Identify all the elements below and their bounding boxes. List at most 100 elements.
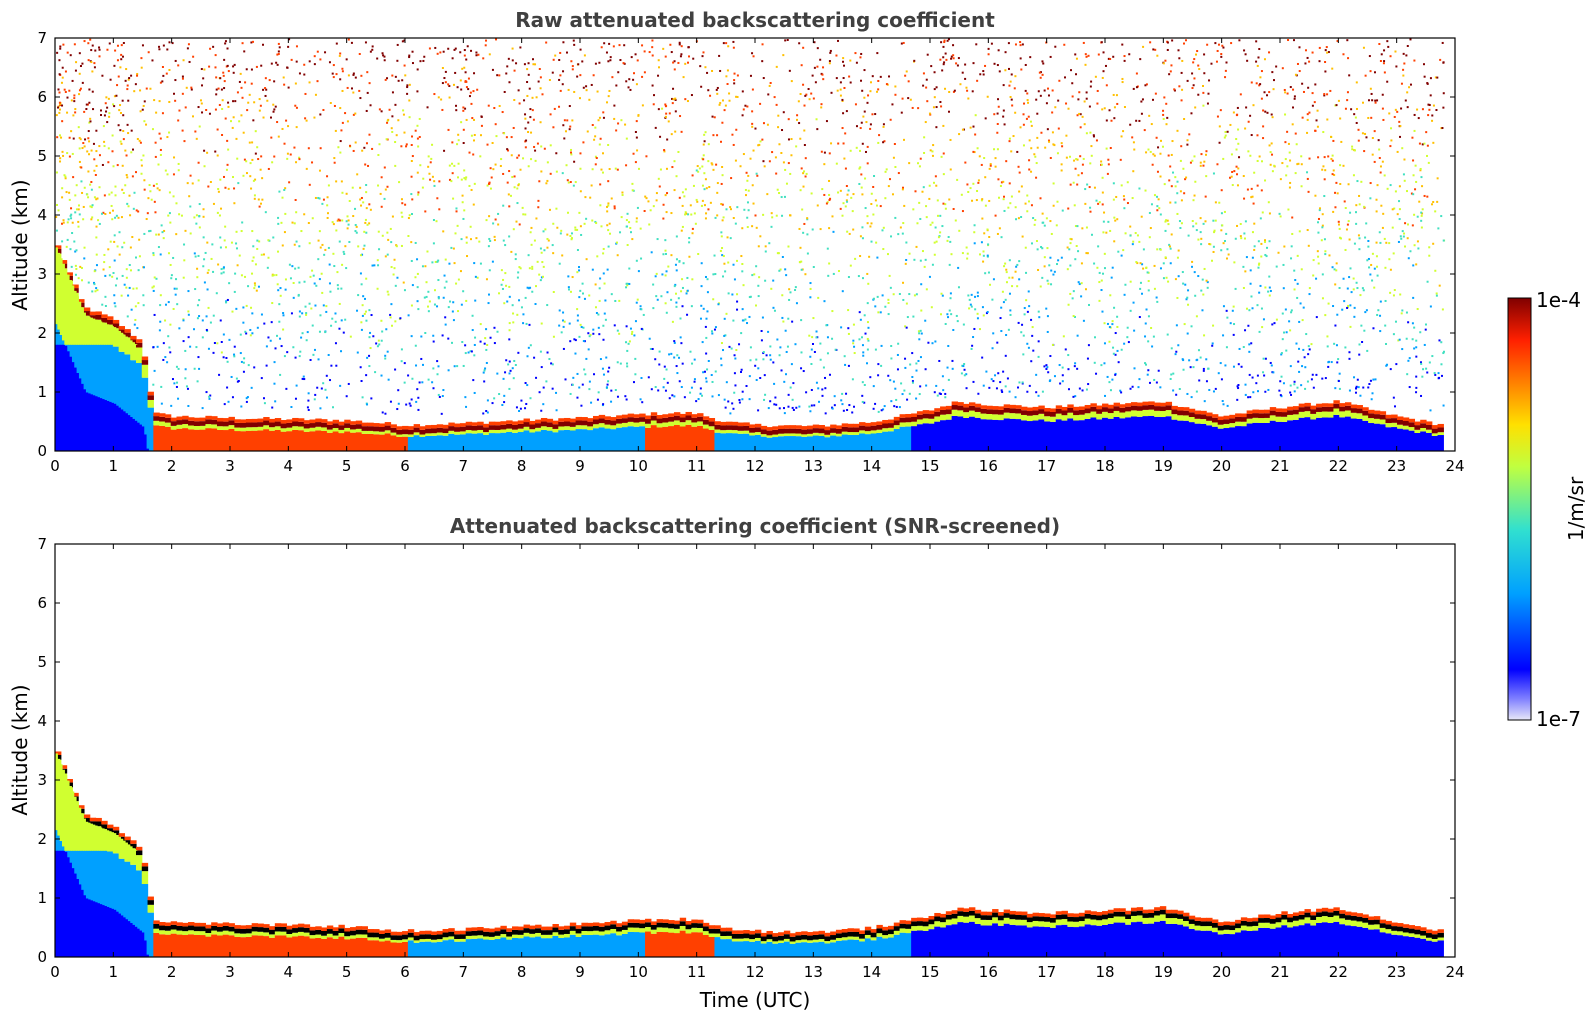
raw-noise-pixel bbox=[221, 99, 224, 102]
raw-bl-column bbox=[1136, 416, 1144, 451]
raw-noise-pixel bbox=[843, 157, 846, 160]
raw-noise-pixel bbox=[1127, 341, 1130, 344]
raw-bl-top-band bbox=[1067, 407, 1074, 413]
raw-noise-pixel bbox=[96, 289, 99, 292]
raw-noise-pixel bbox=[915, 293, 918, 296]
raw-noise-pixel bbox=[1432, 104, 1435, 107]
raw-bl-mid-band bbox=[1009, 413, 1016, 419]
raw-noise-pixel bbox=[1294, 132, 1297, 135]
raw-noise-pixel bbox=[455, 207, 458, 210]
raw-noise-pixel bbox=[240, 86, 243, 89]
raw-bl-edge bbox=[153, 412, 160, 417]
raw-noise-pixel bbox=[516, 276, 519, 279]
raw-noise-pixel bbox=[1011, 104, 1014, 107]
raw-bl-edge bbox=[893, 416, 901, 421]
raw-noise-pixel bbox=[721, 99, 724, 102]
raw-bl-column bbox=[702, 428, 710, 451]
raw-noise-pixel bbox=[962, 323, 965, 326]
raw-noise-pixel bbox=[347, 223, 350, 226]
raw-noise-pixel bbox=[634, 320, 637, 323]
raw-noise-pixel bbox=[224, 42, 227, 45]
raw-noise-pixel bbox=[776, 188, 779, 191]
raw-noise-pixel bbox=[337, 218, 340, 221]
raw-noise-pixel bbox=[125, 154, 128, 157]
raw-noise-pixel bbox=[368, 354, 371, 357]
raw-bl-edge bbox=[1281, 408, 1288, 413]
raw-noise-pixel bbox=[802, 83, 805, 86]
raw-noise-pixel bbox=[307, 222, 310, 225]
raw-bl-column bbox=[1078, 420, 1086, 451]
raw-noise-pixel bbox=[523, 63, 526, 66]
raw-bl-mid-band bbox=[1211, 422, 1219, 427]
raw-noise-pixel bbox=[879, 311, 882, 314]
raw-noise-pixel bbox=[68, 155, 71, 158]
raw-noise-pixel bbox=[339, 107, 342, 110]
raw-noise-pixel bbox=[1115, 195, 1118, 198]
raw-noise-pixel bbox=[1247, 150, 1250, 153]
raw-noise-pixel bbox=[1313, 101, 1316, 104]
raw-noise-pixel bbox=[810, 192, 813, 195]
raw-noise-pixel bbox=[855, 125, 858, 128]
raw-noise-pixel bbox=[746, 105, 749, 108]
raw-bl-top-band bbox=[540, 421, 548, 427]
raw-noise-pixel bbox=[540, 366, 543, 369]
raw-noise-pixel bbox=[1062, 335, 1065, 338]
raw-bl-edge bbox=[876, 421, 883, 425]
raw-bl-top-band bbox=[789, 428, 797, 434]
raw-noise-pixel bbox=[1399, 135, 1402, 138]
raw-noise-pixel bbox=[997, 178, 1000, 181]
raw-noise-pixel bbox=[580, 233, 583, 236]
raw-noise-pixel bbox=[1167, 280, 1170, 283]
raw-bl-column bbox=[153, 425, 160, 451]
raw-noise-pixel bbox=[414, 344, 417, 347]
raw-noise-pixel bbox=[1186, 332, 1189, 335]
raw-noise-pixel bbox=[91, 204, 94, 207]
raw-noise-pixel bbox=[824, 412, 827, 415]
raw-bl-top-band bbox=[78, 302, 85, 308]
raw-noise-pixel bbox=[955, 314, 958, 317]
raw-noise-pixel bbox=[1381, 160, 1384, 163]
raw-noise-pixel bbox=[249, 175, 252, 178]
raw-noise-pixel bbox=[1167, 154, 1170, 157]
raw-noise-pixel bbox=[1323, 156, 1326, 159]
raw-noise-pixel bbox=[1401, 348, 1404, 351]
raw-noise-pixel bbox=[1371, 99, 1374, 102]
raw-noise-pixel bbox=[421, 265, 424, 268]
raw-noise-pixel bbox=[882, 226, 885, 229]
raw-noise-pixel bbox=[828, 62, 831, 65]
raw-noise-pixel bbox=[84, 138, 87, 141]
raw-noise-pixel bbox=[802, 231, 805, 234]
raw-noise-pixel bbox=[98, 48, 101, 51]
raw-residual-layer bbox=[120, 332, 124, 345]
raw-noise-pixel bbox=[601, 171, 604, 174]
raw-noise-pixel bbox=[332, 64, 335, 67]
raw-bl-top-band bbox=[1148, 404, 1155, 410]
raw-noise-pixel bbox=[994, 165, 997, 168]
raw-noise-pixel bbox=[1258, 262, 1261, 265]
raw-bl-edge bbox=[135, 339, 143, 343]
raw-noise-pixel bbox=[1087, 383, 1090, 386]
raw-bl-column bbox=[188, 429, 195, 451]
raw-noise-pixel bbox=[443, 149, 446, 152]
raw-noise-pixel bbox=[1042, 221, 1045, 224]
raw-bl-column bbox=[535, 431, 542, 451]
raw-noise-pixel bbox=[968, 307, 971, 310]
raw-noise-pixel bbox=[307, 399, 310, 402]
raw-noise-pixel bbox=[1036, 146, 1039, 149]
raw-noise-pixel bbox=[1442, 404, 1445, 407]
raw-bl-edge bbox=[760, 425, 768, 430]
raw-noise-pixel bbox=[471, 329, 474, 332]
raw-bl-top-band bbox=[164, 417, 172, 423]
raw-noise-pixel bbox=[400, 198, 403, 201]
raw-bl-edge bbox=[1061, 406, 1068, 411]
raw-noise-pixel bbox=[1294, 172, 1297, 175]
raw-noise-pixel bbox=[354, 141, 357, 144]
raw-noise-pixel bbox=[284, 187, 287, 190]
raw-noise-pixel bbox=[493, 235, 496, 238]
raw-noise-pixel bbox=[675, 175, 678, 178]
raw-night-layer bbox=[85, 392, 89, 451]
raw-noise-pixel bbox=[1086, 357, 1089, 360]
raw-noise-pixel bbox=[687, 213, 690, 216]
raw-noise-pixel bbox=[572, 376, 575, 379]
raw-noise-pixel bbox=[674, 283, 677, 286]
